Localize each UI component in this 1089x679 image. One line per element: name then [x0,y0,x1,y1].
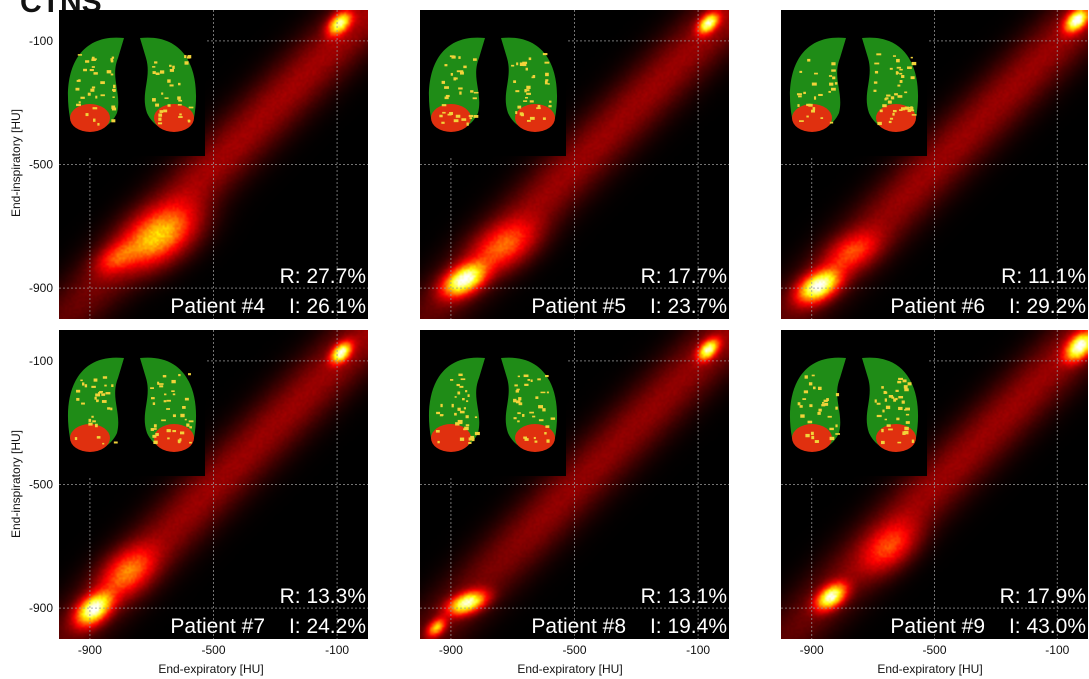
stat-I: I: 24.2% [289,615,366,638]
y-tick-label: -100 [29,354,53,368]
x-tick-label: -500 [562,643,586,657]
x-tick-label: -900 [800,643,824,657]
impaired-speckles [435,373,556,444]
stat-R: R: 13.3% [280,585,366,608]
grid [781,10,1088,319]
patient-label: Patient #4 [170,295,265,318]
xlabel-col2: End-expiratory [HU] [517,662,622,676]
stat-I: I: 19.4% [650,615,727,638]
stat-R: R: 17.9% [1000,585,1086,608]
grid [420,10,729,319]
patient-label: Patient #8 [531,615,626,638]
collapsed-region-left [70,104,110,132]
x-tick-label: -100 [325,643,349,657]
panel-patient-4: R: 27.7% I: 26.1% Patient #4 -900 -500 -100 [29,10,368,319]
x-tick-label: -100 [1045,643,1069,657]
grid [781,330,1088,639]
collapsed-region-right [515,104,555,132]
grid [420,330,729,639]
impaired-speckles [74,373,194,445]
stat-I: I: 23.7% [650,295,727,318]
x-tick-label: -900 [78,643,102,657]
x-tick-label: -500 [201,643,225,657]
impaired-speckles [796,53,917,126]
patient-label: Patient #5 [531,295,626,318]
stat-R: R: 17.7% [641,265,727,288]
collapsed-region-right [876,104,916,132]
y-tick-label: -900 [29,601,53,615]
stat-R: R: 13.1% [641,585,727,608]
collapsed-region-left [431,424,471,452]
x-tick-label: -500 [922,643,946,657]
collapsed-region-left [70,424,110,452]
panel-patient-9: R: 17.9% I: 43.0% Patient #9 -900 -500 -100 [781,330,1088,657]
ylabel-top: End-inspiratory [HU] [9,109,23,217]
panel-patient-7: R: 13.3% I: 24.2% Patient #7 -900 -500 -100 -9… [29,330,368,657]
x-tick-label: -100 [686,643,710,657]
impaired-speckles [75,54,194,126]
y-tick-label: -500 [29,158,53,172]
stat-I: I: 26.1% [289,295,366,318]
panels: R: 27.7% I: 26.1% Patient #4 -900 -500 -100 R… [29,10,1088,657]
collapsed-region-left [431,104,471,132]
stat-R: R: 11.1% [1001,265,1086,288]
x-tick-label: -900 [439,643,463,657]
y-tick-label: -500 [29,478,53,492]
patient-label: Patient #6 [890,295,985,318]
collapsed-region-right [154,424,194,452]
grid [59,330,368,639]
grid [59,10,368,319]
stat-I: I: 29.2% [1009,295,1086,318]
panel-patient-6: R: 11.1% I: 29.2% Patient #6 [781,10,1088,319]
patient-label: Patient #7 [170,615,265,638]
stat-I: I: 43.0% [1009,615,1086,638]
xlabel-col3: End-expiratory [HU] [877,662,982,676]
patient-label: Patient #9 [890,615,985,638]
collapsed-region-left [792,104,832,132]
panel-patient-5: R: 17.7% I: 23.7% Patient #5 [420,10,729,319]
y-tick-label: -100 [29,34,53,48]
y-tick-label: -900 [29,281,53,295]
impaired-speckles [797,374,915,445]
stat-R: R: 27.7% [280,265,366,288]
collapsed-region-right [876,424,916,452]
xlabel-col1: End-expiratory [HU] [158,662,263,676]
impaired-speckles [439,53,552,126]
panel-patient-8: R: 13.1% I: 19.4% Patient #8 -900 -500 -100 [420,330,729,657]
ylabel-bottom: End-inspiratory [HU] [9,430,23,538]
